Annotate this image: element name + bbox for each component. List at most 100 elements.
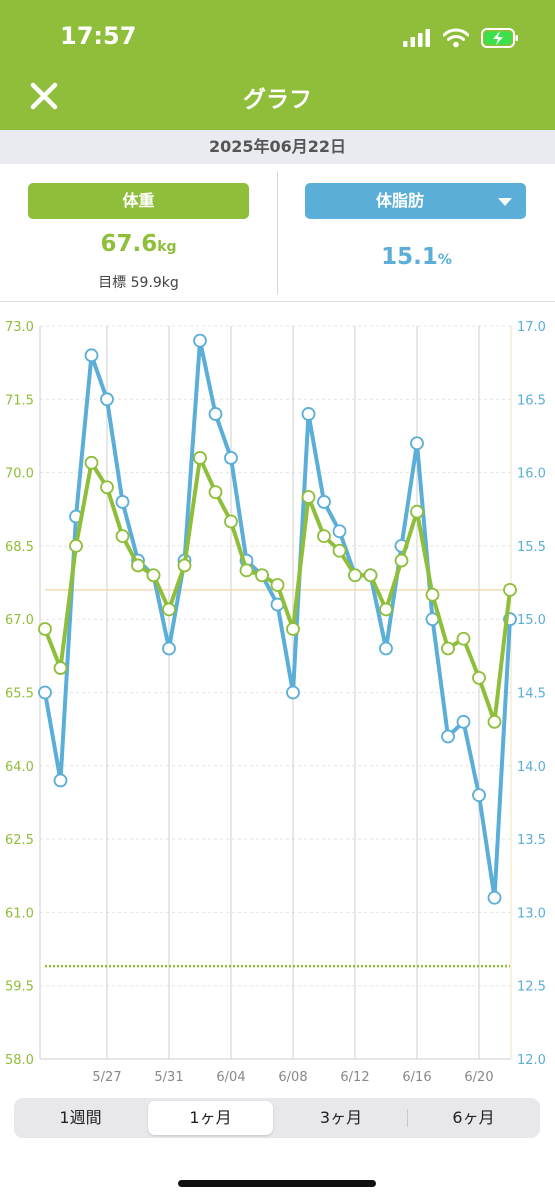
weight-goal: 目標 59.9kg bbox=[98, 275, 179, 291]
segment-separator bbox=[407, 1109, 408, 1127]
weight-data-point bbox=[84, 455, 99, 470]
weight-data-point bbox=[224, 514, 238, 529]
weight-fat-chart[interactable]: 5/27 5/31 6/04 6/08 6/12 6/16 6/20 73.0 71.5 70.0… bbox=[0, 305, 555, 1090]
x-tick-label: 6/20 bbox=[464, 1070, 493, 1085]
weight-data-point bbox=[270, 578, 285, 592]
weight-data-point bbox=[208, 485, 223, 500]
weight-data-point bbox=[115, 529, 130, 544]
fat-data-point bbox=[379, 641, 393, 656]
fat-data-point bbox=[332, 524, 347, 539]
panel-bottom-divider bbox=[0, 301, 555, 302]
weight-data-point bbox=[177, 558, 192, 573]
right-tick-label: 14.5 bbox=[517, 687, 546, 702]
weight-button[interactable]: 体重 bbox=[28, 183, 249, 219]
fat-unit: % bbox=[437, 252, 452, 268]
weight-data-point bbox=[503, 582, 517, 597]
weight-data-point bbox=[456, 631, 471, 646]
fat-data-point bbox=[100, 392, 114, 407]
x-tick-label: 6/16 bbox=[402, 1070, 431, 1085]
left-tick-label: 61.0 bbox=[5, 906, 34, 921]
fat-data-point bbox=[456, 714, 471, 729]
status-icons bbox=[403, 24, 519, 52]
page-title: グラフ bbox=[243, 87, 312, 113]
left-tick-label: 64.0 bbox=[5, 760, 34, 775]
weight-data-point bbox=[162, 602, 176, 617]
weight-data-point bbox=[317, 529, 331, 544]
weight-data-point bbox=[100, 480, 114, 495]
weight-unit: kg bbox=[157, 239, 177, 255]
period-3months[interactable]: 3ヶ月 bbox=[319, 1108, 363, 1127]
weight-data-point bbox=[255, 568, 269, 583]
right-tick-label: 15.0 bbox=[517, 613, 546, 628]
weight-number: 67.6 bbox=[100, 231, 158, 257]
chevron-down-icon bbox=[498, 198, 512, 206]
wifi-icon bbox=[443, 28, 469, 48]
fat-dropdown[interactable]: 体脂肪 bbox=[305, 183, 526, 219]
x-tick-label: 6/04 bbox=[216, 1070, 245, 1085]
left-tick-label: 71.5 bbox=[5, 393, 34, 408]
left-tick-label: 65.5 bbox=[5, 687, 34, 702]
fat-panel: 体脂肪 15.1% bbox=[278, 164, 555, 302]
close-icon bbox=[30, 82, 58, 110]
weight-data-point bbox=[286, 622, 300, 636]
period-1month[interactable]: 1ヶ月 bbox=[148, 1101, 273, 1135]
weight-data-point bbox=[131, 558, 145, 573]
weight-data-point bbox=[332, 543, 347, 558]
right-tick-label: 13.5 bbox=[517, 833, 546, 848]
left-tick-label: 62.5 bbox=[5, 833, 34, 848]
date-label: 2025年06月22日 bbox=[0, 130, 555, 164]
right-tick-label: 12.0 bbox=[517, 1053, 546, 1068]
close-button[interactable] bbox=[26, 78, 62, 114]
x-tick-label: 5/27 bbox=[92, 1070, 121, 1085]
weight-data-point bbox=[239, 563, 254, 578]
fat-data-point bbox=[115, 495, 130, 509]
right-tick-label: 12.5 bbox=[517, 980, 546, 995]
right-tick-label: 17.0 bbox=[517, 320, 546, 335]
weight-data-point bbox=[379, 602, 393, 617]
weight-data-point bbox=[472, 670, 486, 685]
fat-data-point bbox=[301, 407, 316, 421]
right-tick-label: 16.0 bbox=[517, 467, 546, 482]
left-tick-label: 59.5 bbox=[5, 980, 34, 995]
fat-data-point bbox=[410, 436, 424, 451]
home-indicator bbox=[178, 1180, 376, 1187]
fat-data-point bbox=[84, 348, 99, 363]
weight-panel: 体重 67.6kg 目標 59.9kg bbox=[0, 164, 277, 302]
fat-data-point bbox=[286, 685, 300, 700]
weight-data-point bbox=[193, 451, 207, 465]
weight-data-point bbox=[394, 553, 409, 568]
fat-data-point bbox=[53, 773, 68, 788]
fat-data-point bbox=[224, 451, 238, 465]
weight-data-point bbox=[301, 490, 316, 504]
fat-number: 15.1 bbox=[381, 244, 438, 270]
period-6months[interactable]: 6ヶ月 bbox=[452, 1108, 495, 1127]
weight-data-point bbox=[363, 568, 378, 583]
fat-data-point bbox=[441, 729, 455, 744]
right-tick-label: 15.5 bbox=[517, 540, 546, 555]
left-tick-label: 73.0 bbox=[5, 320, 34, 335]
signal-icon bbox=[403, 29, 430, 47]
weight-data-point bbox=[487, 714, 502, 729]
weight-data-point bbox=[69, 538, 83, 553]
fat-data-point bbox=[193, 333, 207, 348]
left-tick-label: 68.5 bbox=[5, 540, 34, 555]
fat-value: 15.1% bbox=[278, 244, 555, 270]
battery-charging-icon bbox=[481, 28, 518, 48]
weight-data-point bbox=[38, 622, 52, 636]
fat-data-point bbox=[38, 685, 52, 700]
period-1week[interactable]: 1週間 bbox=[59, 1108, 102, 1127]
panel-divider bbox=[277, 172, 278, 294]
right-tick-label: 14.0 bbox=[517, 760, 546, 775]
weight-data-point bbox=[146, 568, 161, 583]
fat-data-point bbox=[162, 641, 176, 656]
fat-data-point bbox=[472, 788, 486, 803]
weight-data-point bbox=[53, 661, 68, 675]
fat-dropdown-label: 体脂肪 bbox=[375, 191, 424, 210]
weight-data-point bbox=[348, 568, 362, 583]
status-time: 17:57 bbox=[60, 22, 137, 50]
x-tick-label: 6/08 bbox=[278, 1070, 307, 1085]
fat-data-point bbox=[208, 407, 223, 421]
weight-data-point bbox=[410, 504, 424, 519]
left-tick-label: 58.0 bbox=[5, 1053, 34, 1068]
app-header: 17:57 グラフ bbox=[0, 0, 555, 130]
